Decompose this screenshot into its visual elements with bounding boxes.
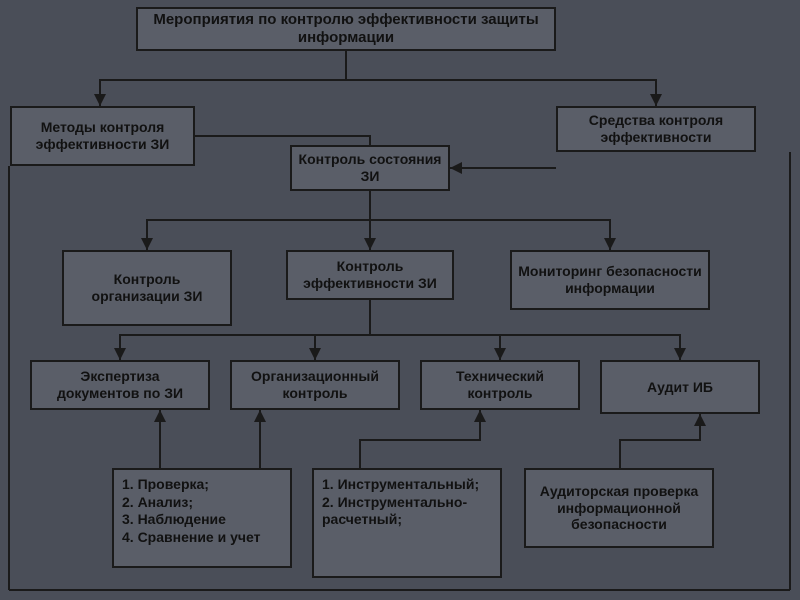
node-list2: 1. Инструментальный; 2. Инструментально-…	[312, 468, 502, 578]
node-means: Средства контроля эффективности	[556, 106, 756, 152]
edge	[370, 191, 610, 250]
node-orgctrl: Организационный контроль	[230, 360, 400, 410]
edge	[147, 191, 370, 250]
edge	[195, 136, 370, 145]
node-eff: Контроль эффективности ЗИ	[286, 250, 454, 300]
edge	[346, 51, 656, 106]
node-audit: Аудит ИБ	[600, 360, 760, 414]
node-list1: 1. Проверка; 2. Анализ; 3. Наблюдение 4.…	[112, 468, 292, 568]
node-org: Контроль организации ЗИ	[62, 250, 232, 326]
edge	[360, 410, 480, 468]
node-methods: Методы контроля эффективности ЗИ	[10, 106, 195, 166]
edge	[620, 414, 700, 468]
node-root: Мероприятия по контролю эффективности за…	[136, 7, 556, 51]
node-expert: Экспертиза документов по ЗИ	[30, 360, 210, 410]
edge	[370, 300, 500, 360]
node-mon: Мониторинг безопасности информации	[510, 250, 710, 310]
edge	[100, 51, 346, 106]
node-auditchk: Аудиторская проверка информационной безо…	[524, 468, 714, 548]
node-tech: Технический контроль	[420, 360, 580, 410]
node-state: Контроль состояния ЗИ	[290, 145, 450, 191]
edge	[315, 300, 370, 360]
